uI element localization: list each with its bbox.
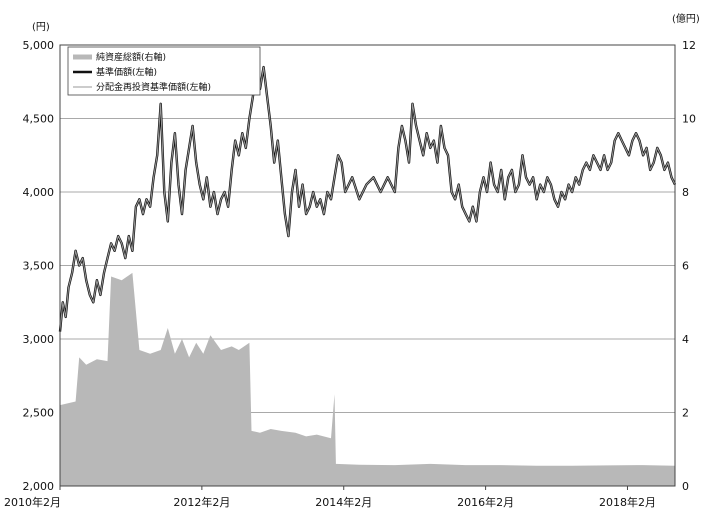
left-axis-unit: (円) [32, 22, 50, 33]
right-tick-label-2: 4 [682, 333, 689, 346]
right-tick-label-5: 10 [682, 113, 696, 126]
right-axis-unit: (億円) [672, 12, 700, 25]
right-axis-ticks: 0 2 4 6 8 10 12 [682, 39, 696, 493]
left-tick-label-1: 2,500 [23, 407, 55, 420]
plot-border [59, 44, 676, 487]
right-tick-label-1: 2 [682, 407, 689, 420]
legend-label-net-assets: 純資産総額(右軸) [96, 51, 166, 63]
x-tick-label-3: 2016年2月 [457, 495, 514, 509]
legend-label-reinvested-nav: 分配金再投資基準価額(左軸) [96, 81, 211, 93]
x-axis-ticks: 2010年2月 2012年2月 2014年2月 2016年2月 2018年2月 [4, 486, 656, 509]
legend-label-nav: 基準価額(左軸) [96, 66, 157, 78]
net-assets-area-layer [60, 272, 675, 486]
series-reinvested-nav-line [59, 66, 676, 332]
series-net-assets-area [60, 272, 675, 486]
left-tick-label-0: 2,000 [23, 480, 55, 493]
nav-line-layer [58, 65, 677, 332]
left-tick-label-5: 4,500 [23, 113, 55, 126]
right-tick-label-6: 12 [682, 39, 696, 52]
left-tick-label-6: 5,000 [23, 39, 55, 52]
left-tick-label-4: 4,000 [23, 186, 55, 199]
x-tick-label-4: 2018年2月 [599, 495, 656, 509]
legend-box [67, 46, 261, 96]
right-tick-label-0: 0 [682, 480, 689, 493]
left-tick-label-2: 3,000 [23, 333, 55, 346]
x-tick-label-2: 2014年2月 [315, 495, 372, 509]
left-axis-ticks: 2,000 2,500 3,000 3,500 4,000 4,500 5,000 [23, 39, 55, 493]
series-nav-line [58, 65, 677, 332]
legend: 純資産総額(右軸) 基準価額(左軸) 分配金再投資基準価額(左軸) [67, 46, 261, 96]
x-tick-label-0: 2010年2月 [4, 495, 61, 509]
x-tick-label-1: 2012年2月 [173, 495, 230, 509]
left-tick-label-3: 3,500 [23, 260, 55, 273]
right-tick-label-4: 8 [682, 186, 689, 199]
right-tick-label-3: 6 [682, 260, 689, 273]
